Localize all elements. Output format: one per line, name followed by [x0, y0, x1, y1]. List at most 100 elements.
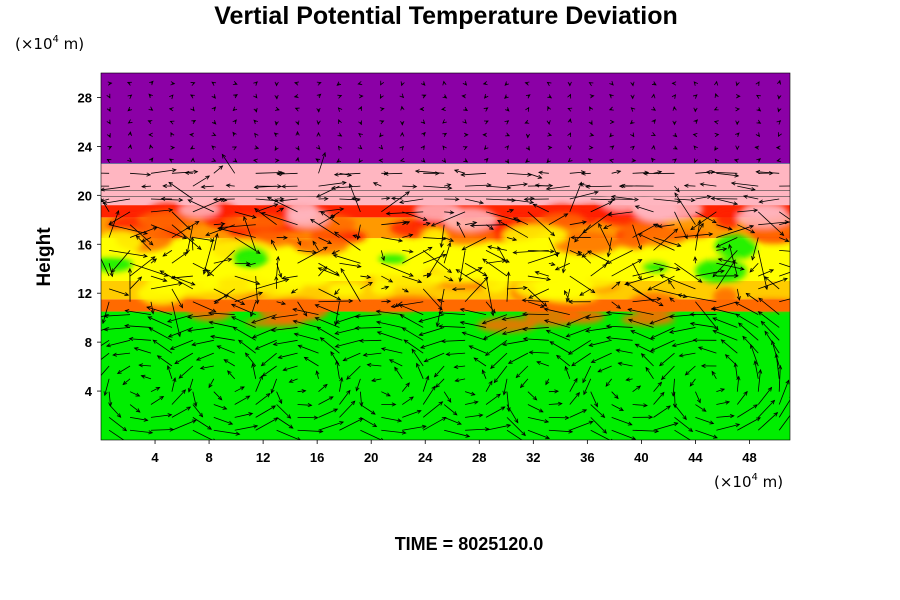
- field-blob-88: [101, 230, 142, 254]
- wind-arrow-815: [588, 120, 593, 126]
- wind-arrow-377: [402, 288, 409, 293]
- wind-arrow-37: [192, 417, 213, 430]
- wind-arrow-13: [381, 429, 407, 435]
- wind-arrow-727: [127, 144, 132, 150]
- wind-arrow-406: [318, 266, 328, 277]
- wind-arrow-635: [253, 185, 277, 190]
- wind-arrow-60: [674, 417, 694, 433]
- wind-arrow-48: [422, 401, 444, 418]
- wind-arrow-711: [483, 157, 489, 163]
- wind-arrow-908: [462, 81, 468, 86]
- wind-arrow-601: [255, 198, 280, 203]
- wind-arrow-150: [481, 369, 487, 379]
- wind-arrow-474: [333, 231, 361, 251]
- wind-arrow-783: [609, 132, 614, 138]
- wind-arrow-663: [171, 169, 199, 174]
- wind-arrow-801: [295, 120, 300, 126]
- wind-arrow-851: [651, 106, 657, 111]
- wind-arrow-360: [710, 301, 738, 311]
- wind-arrow-205: [238, 339, 256, 354]
- y-unit-suffix: m): [59, 35, 84, 53]
- wind-arrow-223: [615, 348, 633, 354]
- wind-arrow-825: [106, 107, 111, 113]
- wind-arrow-810: [484, 120, 489, 125]
- wind-arrow-753: [673, 145, 678, 150]
- field-blob-9: [739, 298, 790, 311]
- wind-arrow-322: [605, 310, 633, 316]
- wind-arrow-198: [101, 352, 110, 361]
- wind-arrow-606: [351, 196, 361, 201]
- field-blob-64: [552, 231, 620, 255]
- wind-arrow-785: [651, 132, 656, 136]
- wind-arrow-301: [166, 314, 193, 323]
- wind-arrow-265: [103, 327, 131, 332]
- field-blob-87: [331, 268, 394, 278]
- wind-arrow-42: [297, 415, 319, 420]
- wind-arrow-315: [459, 307, 487, 315]
- wind-arrow-669: [276, 171, 298, 177]
- wind-arrow-285: [521, 326, 549, 332]
- wind-arrow-217: [490, 352, 508, 370]
- wind-arrow-101: [150, 387, 161, 393]
- wind-arrow-872: [399, 93, 405, 99]
- wind-arrow-320: [565, 314, 591, 326]
- wind-arrow-152: [519, 378, 529, 389]
- wind-arrow-918: [671, 81, 677, 86]
- wind-arrow-907: [442, 80, 447, 86]
- wind-arrow-639: [330, 185, 361, 190]
- wind-arrow-49: [443, 416, 462, 425]
- wind-arrow-761: [148, 132, 153, 137]
- wind-arrow-171: [223, 359, 235, 367]
- wind-arrow-380: [451, 287, 466, 292]
- wind-arrow-813: [546, 120, 551, 125]
- wind-arrow-384: [528, 288, 550, 299]
- wind-arrow-860: [148, 93, 153, 99]
- wind-arrow-116: [464, 391, 476, 396]
- field-blob-86: [502, 224, 568, 247]
- wind-arrow-129: [736, 375, 741, 392]
- wind-arrow-518: [570, 235, 591, 240]
- wind-arrow-531: [171, 224, 202, 251]
- wind-arrow-243: [334, 339, 361, 348]
- wind-arrow-127: [695, 391, 701, 404]
- wind-arrow-616: [569, 190, 599, 200]
- wind-arrow-208: [297, 344, 319, 354]
- wind-arrow-93: [674, 404, 687, 421]
- wind-arrow-255: [588, 339, 612, 347]
- wind-arrow-821: [713, 120, 719, 125]
- wind-arrow-111: [359, 391, 364, 407]
- wind-arrow-234: [148, 327, 173, 341]
- wind-arrow-400: [170, 275, 193, 280]
- wind-arrow-619: [610, 194, 633, 200]
- wind-arrow-352: [564, 289, 571, 302]
- wind-arrow-174: [282, 365, 298, 372]
- wind-arrow-630: [162, 183, 172, 189]
- wind-arrow-698: [211, 157, 217, 162]
- wind-arrow-83: [465, 400, 479, 405]
- wind-arrow-692: [755, 169, 780, 175]
- wind-arrow-319: [543, 307, 570, 315]
- wind-arrow-146: [394, 366, 403, 380]
- wind-arrow-151: [502, 378, 508, 396]
- wind-arrow-70: [192, 404, 204, 418]
- wind-arrow-332: [150, 301, 155, 315]
- wind-arrow-46: [381, 416, 403, 423]
- wind-arrow-590: [690, 211, 717, 231]
- wind-arrow-33: [108, 417, 128, 432]
- wind-arrow-806: [400, 120, 405, 126]
- wind-arrow-28: [695, 429, 718, 439]
- y-unit-exponent: 4: [53, 34, 59, 45]
- wind-arrow-859: [127, 94, 133, 99]
- wind-arrow-699: [232, 158, 238, 163]
- wind-arrow-622: [695, 194, 712, 200]
- wind-arrow-237: [210, 334, 235, 341]
- wind-arrow-103: [192, 391, 198, 407]
- wind-arrow-876: [484, 94, 489, 99]
- wind-arrow-467: [213, 232, 219, 251]
- wind-arrow-333: [171, 301, 182, 338]
- wind-arrow-106: [255, 374, 263, 392]
- wind-arrow-777: [482, 132, 487, 137]
- wind-arrow-492: [712, 250, 738, 278]
- wind-arrow-611: [465, 198, 485, 205]
- wind-arrow-97: [757, 386, 773, 405]
